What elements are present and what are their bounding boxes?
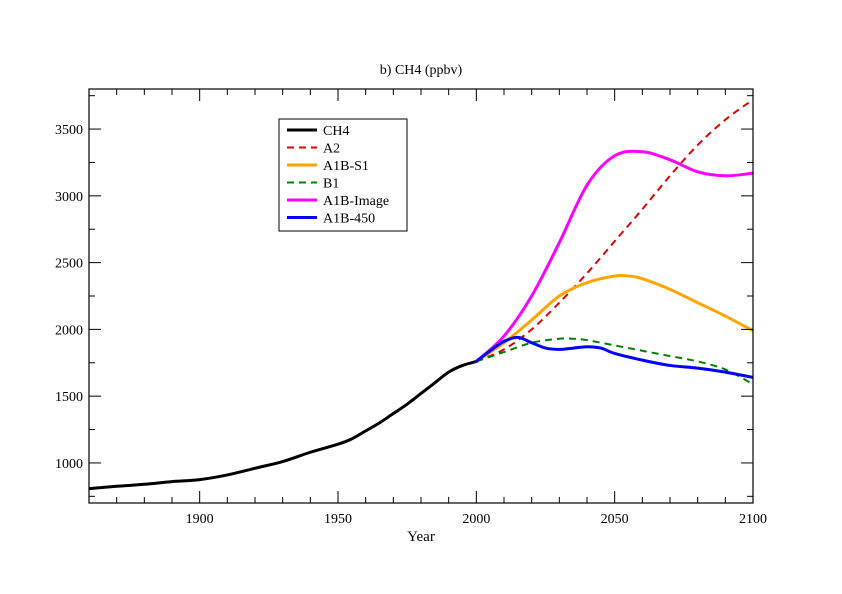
series-line-b1 [476,337,753,386]
series-line-ch4 [89,359,478,491]
y-tick-label: 1000 [55,457,83,472]
y-tick-label: 1500 [55,390,83,405]
series-line-a2 [475,98,753,363]
series-line-a1b-450 [474,335,753,379]
series-layer [89,98,753,491]
legend-label: CH4 [323,124,349,139]
legend-label: A2 [323,142,340,157]
ticks-layer: 1900 1950 2000 2050 2100 1000 1500 2000 2500 3000… [55,89,767,527]
legend-label: A1B-450 [323,212,375,227]
x-tick-label: 1950 [324,512,352,527]
x-tick-label: 2100 [739,512,767,527]
plot-frame [88,88,754,504]
x-tick-label: 1900 [186,512,214,527]
y-tick-label: 3000 [55,190,83,205]
x-tick-label: 2000 [462,512,490,527]
y-tick-label: 2500 [55,257,83,272]
y-tick-label: 2000 [55,323,83,338]
series-line-a1b-s1 [474,273,753,363]
chart-title: b) CH4 (ppbv) [380,63,463,78]
y-tick-label: 3500 [55,123,83,138]
x-axis-label: Year [407,529,435,545]
legend-label: B1 [323,177,339,192]
x-tick-label: 2050 [601,512,629,527]
series-line-a1b-image [474,149,753,363]
legend-label: A1B-Image [323,194,389,209]
legend-box [278,118,408,232]
legend-label: A1B-S1 [323,159,369,174]
legend: CH4 A2 A1B-S1 B1 A1B-Image A1B-450 [278,118,408,232]
